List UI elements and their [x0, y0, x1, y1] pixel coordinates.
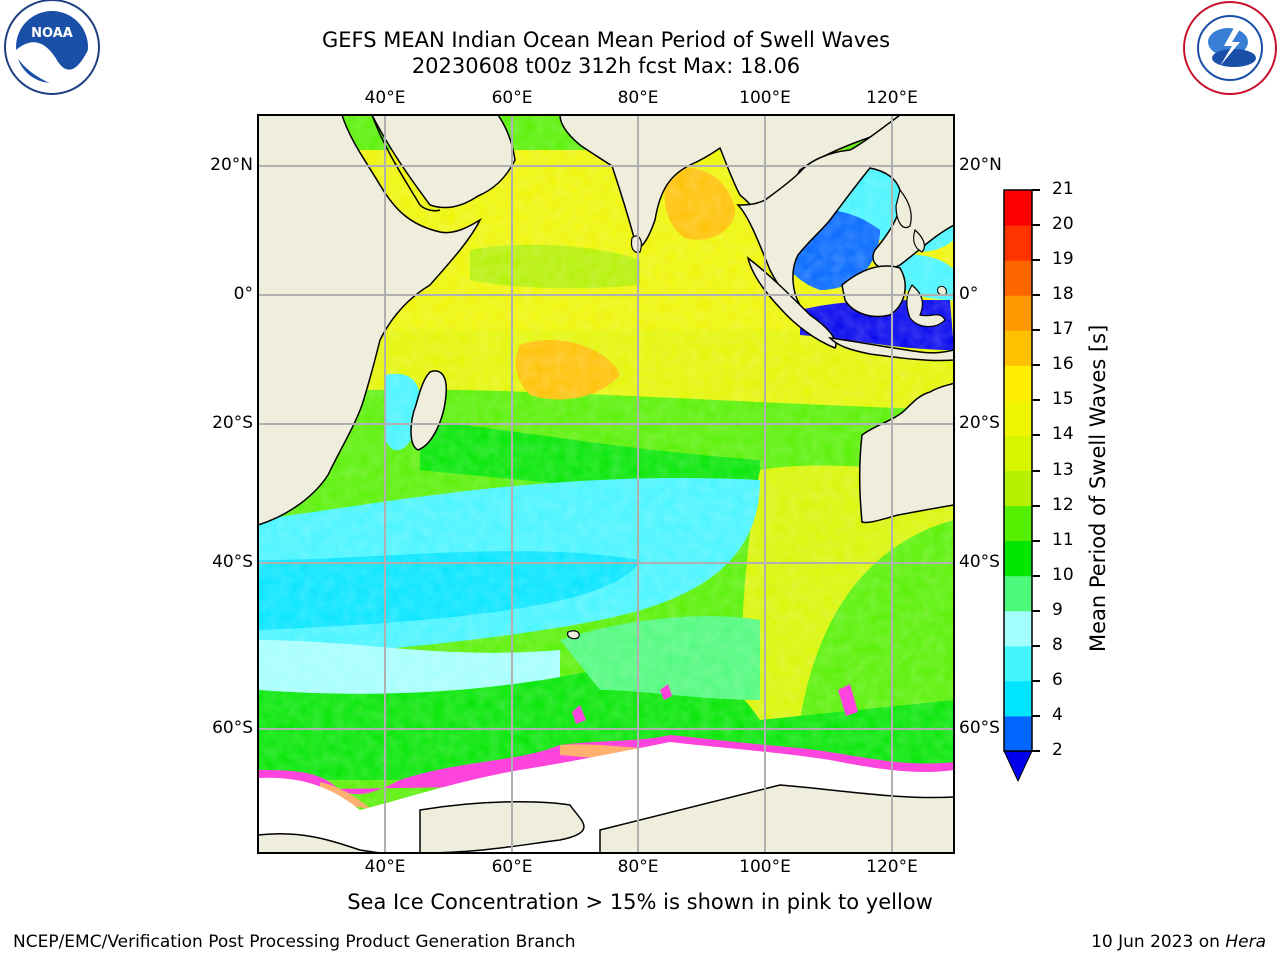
colorbar-tick-label: 21: [1052, 179, 1074, 199]
colorbar-tick-mark: [1032, 469, 1040, 472]
lon-label-top: 100°E: [739, 88, 791, 108]
colorbar-tick-label: 16: [1052, 354, 1074, 375]
lat-label-left: 20°S: [212, 413, 253, 433]
lon-label-bottom: 80°E: [617, 857, 659, 877]
africa-landmass: [258, 115, 482, 526]
colorbar-tick-label: 10: [1052, 564, 1074, 585]
colorbar-tick-mark: [1032, 364, 1040, 367]
colorbar-segment: [1004, 190, 1032, 226]
colorbar-tick-label: 19: [1052, 249, 1074, 270]
lon-label-bottom: 40°E: [364, 857, 406, 877]
footer-credit: NCEP/EMC/Verification Post Processing Pr…: [13, 932, 576, 952]
colorbar-tick-mark: [1032, 259, 1040, 262]
footer-host: Hera: [1225, 932, 1266, 952]
lat-label-left: 0°: [233, 284, 253, 304]
colorbar-segment: [1004, 680, 1032, 717]
map-frame: [257, 114, 955, 854]
noaa-logo-text: NOAA: [31, 26, 73, 41]
lon-label-top: 80°E: [617, 88, 659, 108]
lat-label-left: 40°S: [212, 552, 253, 572]
colorbar-tick-label: 18: [1052, 284, 1074, 305]
colorbar-segment: [1004, 225, 1032, 261]
sea-ice-note: Sea Ice Concentration > 15% is shown in …: [347, 890, 933, 914]
colorbar-extend-arrow: [1003, 750, 1033, 783]
lon-label-bottom: 100°E: [739, 857, 791, 877]
colorbar-tick-mark: [1032, 609, 1040, 612]
colorbar-segment: [1004, 645, 1032, 682]
colorbar-tick-label: 2: [1052, 740, 1063, 760]
colorbar-tick-label: 20: [1052, 214, 1074, 235]
colorbar-segment: [1004, 470, 1032, 507]
lon-label-bottom: 120°E: [866, 857, 918, 877]
colorbar-tick-label: 13: [1052, 459, 1074, 480]
colorbar-segment: [1004, 330, 1032, 366]
colorbar-tick-label: 8: [1052, 634, 1063, 655]
graticule: [258, 115, 954, 853]
arabia-landmass: [371, 115, 516, 209]
footer-timestamp: 10 Jun 2023 on Hera: [1091, 932, 1266, 952]
colorbar-segment: [1004, 715, 1032, 752]
lat-label-right: 0°: [959, 284, 979, 304]
colorbar-tick-label: 4: [1052, 704, 1063, 725]
lat-label-right: 20°S: [959, 413, 1000, 433]
colorbar-segment: [1004, 505, 1032, 542]
lat-label-right: 40°S: [959, 552, 1000, 572]
lat-label-right: 20°N: [959, 155, 1002, 175]
madagascar-landmass: [410, 370, 448, 451]
colorbar-tick-mark: [1032, 224, 1040, 227]
colorbar: [1003, 189, 1033, 783]
colorbar-tick-label: 6: [1052, 669, 1063, 690]
colorbar-segment: [1004, 400, 1032, 436]
colorbar-tick-mark: [1032, 434, 1040, 437]
lon-label-bottom: 60°E: [491, 857, 533, 877]
colorbar-segment: [1004, 365, 1032, 401]
lat-label-left: 20°N: [210, 155, 253, 175]
colorbar-tick-mark: [1032, 750, 1040, 752]
chart-subtitle: 20230608 t00z 312h fcst Max: 18.06: [411, 54, 801, 78]
colorbar-tick-mark: [1032, 399, 1040, 402]
colorbar-tick-mark: [1032, 539, 1040, 542]
nws-logo: [1183, 1, 1277, 95]
colorbar-tick-label: 11: [1052, 529, 1074, 550]
lon-label-top: 120°E: [866, 88, 918, 108]
colorbar-tick-mark: [1032, 504, 1040, 507]
colorbar-tick-mark: [1032, 574, 1040, 577]
lat-label-right: 60°S: [959, 718, 1000, 738]
colorbar-tick-label: 9: [1052, 599, 1063, 620]
colorbar-segment: [1004, 260, 1032, 296]
chart-title: GEFS MEAN Indian Ocean Mean Period of Sw…: [321, 28, 891, 52]
colorbar-tick-mark: [1032, 294, 1040, 297]
lon-label-top: 40°E: [364, 88, 406, 108]
colorbar-tick-label: 15: [1052, 389, 1074, 410]
colorbar-segment: [1004, 295, 1032, 331]
noaa-logo: NOAA: [4, 0, 100, 95]
colorbar-tick-mark: [1032, 329, 1040, 332]
lat-label-left: 60°S: [212, 718, 253, 738]
colorbar-tick-mark: [1032, 644, 1040, 647]
footer-date: 10 Jun 2023 on: [1091, 932, 1226, 952]
colorbar-label: Mean Period of Swell Waves [s]: [1086, 324, 1110, 652]
colorbar-segment: [1004, 575, 1032, 612]
colorbar-tick-mark: [1032, 189, 1040, 191]
colorbar-tick-label: 12: [1052, 494, 1074, 515]
colorbar-tick-label: 14: [1052, 424, 1074, 445]
colorbar-tick-mark: [1032, 679, 1040, 682]
colorbar-tick-label: 17: [1052, 319, 1074, 340]
colorbar-segment: [1004, 540, 1032, 577]
colorbar-segment: [1004, 610, 1032, 647]
lon-label-top: 60°E: [491, 88, 533, 108]
colorbar-tick-mark: [1032, 714, 1040, 717]
colorbar-segment: [1004, 435, 1032, 471]
